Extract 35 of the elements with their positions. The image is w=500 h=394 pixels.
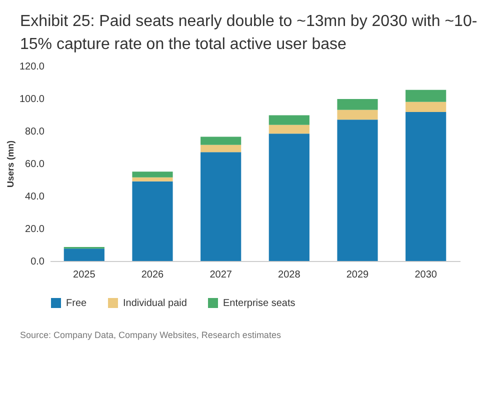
bar — [268, 116, 310, 126]
y-tick-label: 80.0 — [25, 126, 45, 138]
x-tick-label: 2027 — [210, 270, 232, 281]
y-tick-label: 120.0 — [19, 62, 45, 73]
bar — [132, 178, 173, 182]
bar — [406, 112, 446, 262]
bar — [337, 99, 378, 110]
source-note: Source: Company Data, Company Websites, Research estimates — [19, 329, 282, 342]
bar — [268, 134, 310, 262]
bar — [64, 249, 104, 262]
y-tick-label: 100.0 — [19, 94, 45, 106]
bar — [337, 120, 378, 262]
bar — [337, 110, 378, 120]
x-tick-label: 2030 — [414, 270, 438, 281]
bar — [132, 182, 173, 262]
x-tick-label: 2028 — [278, 270, 301, 281]
bar — [406, 102, 446, 112]
x-tick-label: 2025 — [73, 270, 96, 281]
y-tick-label: 20.0 — [25, 224, 45, 236]
bar — [200, 152, 242, 262]
bar — [200, 137, 242, 146]
bar — [268, 125, 310, 134]
legend-label: Individual paid — [123, 298, 187, 310]
x-tick-label: 2026 — [141, 270, 164, 281]
bar — [200, 145, 242, 152]
bar — [132, 172, 173, 178]
y-tick-label: 0.0 — [30, 256, 45, 268]
y-tick-label: 60.0 — [25, 159, 45, 170]
x-tick-label: 2029 — [346, 270, 370, 281]
y-tick-label: 40.0 — [25, 192, 45, 203]
bar — [406, 90, 446, 102]
y-axis-title: Users (mn) — [5, 140, 16, 188]
legend-label: Enterprise seats — [223, 298, 296, 310]
legend-label: Free — [66, 298, 87, 310]
chart-title: Exhibit 25: Paid seats nearly double to ~13mn by 2030 with ~10-15% capture rate on the total active user base — [19, 12, 478, 56]
